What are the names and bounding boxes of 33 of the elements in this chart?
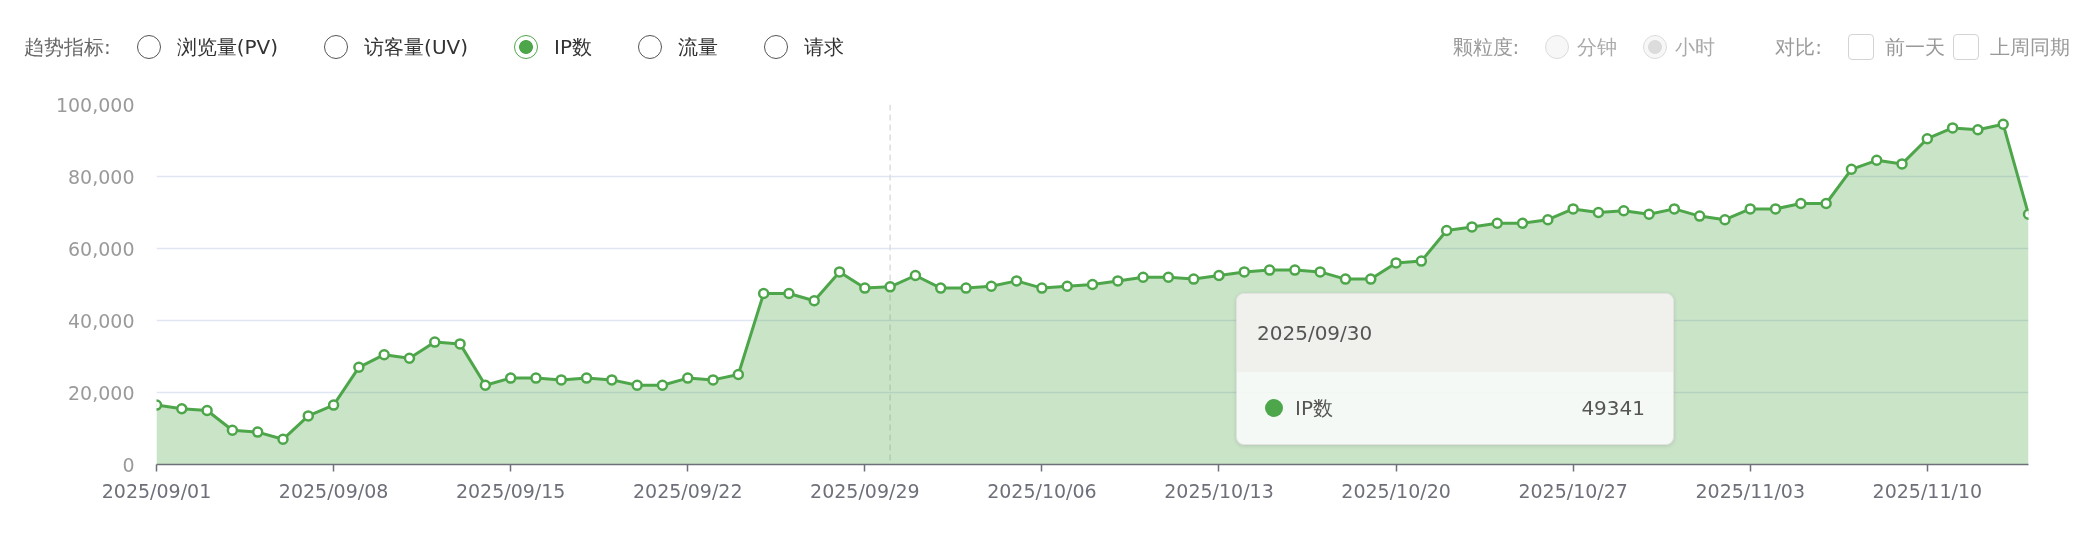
- x-tick-label: 2025/10/13: [1164, 479, 1274, 502]
- text: 流量: [678, 33, 719, 61]
- text: 颗粒度:: [1452, 33, 1520, 61]
- text: 趋势指标:: [24, 33, 111, 61]
- y-tick-label: 60,000: [68, 237, 135, 260]
- x-tick-label: 2025/10/27: [1518, 479, 1628, 502]
- tooltip: 2025/09/30 IP数 49341: [1236, 293, 1674, 445]
- y-tick-label: 80,000: [68, 165, 135, 188]
- text: 小时: [1675, 33, 1716, 61]
- x-tick-label: 2025/09/08: [278, 479, 389, 502]
- legend-label: IP数: [1295, 394, 1333, 422]
- x-tick-label: 2025/11/10: [1872, 479, 1983, 502]
- x-tick-label: 2025/10/06: [987, 479, 1097, 502]
- y-tick-label: 20,000: [68, 381, 135, 404]
- text: 上周同期: [1990, 33, 2070, 61]
- text: 浏览量(PV): [176, 33, 279, 61]
- text: 访客量(UV): [364, 33, 469, 61]
- y-tick-label: 0: [122, 453, 135, 476]
- text: 请求: [804, 33, 845, 61]
- x-tick-label: 2025/09/29: [810, 479, 920, 502]
- annotation: 49341: [1581, 394, 1645, 422]
- x-tick-label: 2025/09/01: [101, 479, 212, 502]
- text: 分钟: [1577, 33, 1618, 61]
- x-tick-label: 2025/09/22: [632, 479, 743, 502]
- x-tick-label: 2025/09/15: [455, 479, 566, 502]
- text: IP数: [554, 34, 593, 59]
- y-tick-label: 40,000: [68, 309, 135, 332]
- x-tick-label: 2025/10/20: [1341, 479, 1451, 502]
- text: 对比:: [1775, 33, 1822, 61]
- text: 前一天: [1885, 33, 1945, 61]
- annotation: 2025/09/30: [1257, 319, 1373, 347]
- y-tick-label: 100,000: [55, 93, 135, 116]
- x-tick-label: 2025/11/03: [1695, 479, 1805, 502]
